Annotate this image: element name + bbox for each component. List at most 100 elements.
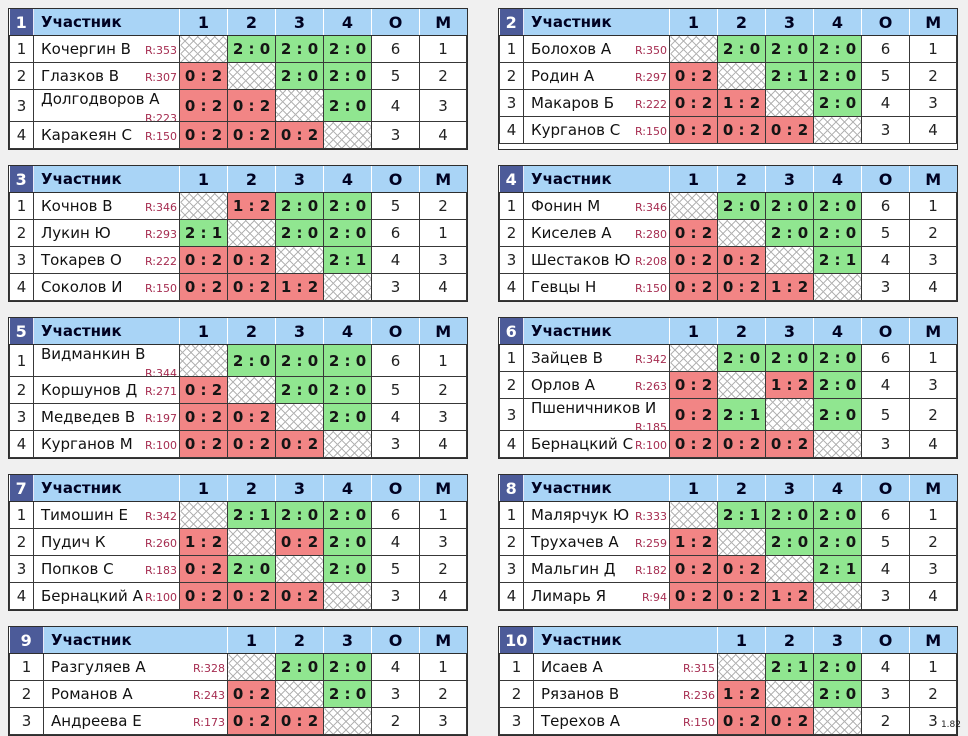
score-cell-loss[interactable]: 0 : 2 — [227, 680, 276, 708]
score-cell-loss[interactable]: 1 : 2 — [717, 680, 766, 708]
score-cell-loss[interactable]: 0 : 2 — [227, 89, 276, 122]
score-cell-win[interactable]: 2 : 0 — [765, 344, 814, 372]
score-cell-loss[interactable]: 1 : 2 — [765, 582, 814, 610]
score-cell-win[interactable]: 2 : 0 — [813, 89, 862, 117]
score-cell-loss[interactable]: 0 : 2 — [275, 707, 324, 735]
participant-name-cell[interactable]: Зайцев В R:342 — [523, 344, 670, 372]
participant-name-cell[interactable]: Каракеян С R:150 — [33, 121, 180, 149]
score-cell-win[interactable]: 2 : 0 — [227, 555, 276, 583]
participant-name-cell[interactable]: Бернацкий А R:100 — [33, 582, 180, 610]
score-cell-win[interactable]: 2 : 0 — [227, 344, 276, 377]
score-cell-loss[interactable]: 0 : 2 — [717, 555, 766, 583]
score-cell-loss[interactable]: 0 : 2 — [179, 430, 228, 458]
score-cell-loss[interactable]: 0 : 2 — [179, 403, 228, 431]
score-cell-win[interactable]: 2 : 0 — [275, 219, 324, 247]
score-cell-loss[interactable]: 0 : 2 — [179, 62, 228, 90]
score-cell-loss[interactable]: 0 : 2 — [669, 430, 718, 458]
participant-name-cell[interactable]: Шестаков Ю R:208 — [523, 246, 670, 274]
participant-name-cell[interactable]: Лимарь Я R:94 — [523, 582, 670, 610]
score-cell-loss[interactable]: 0 : 2 — [669, 116, 718, 144]
participant-name-cell[interactable]: Пшеничников И R:185 — [523, 398, 670, 431]
score-cell-loss[interactable]: 0 : 2 — [669, 398, 718, 431]
score-cell-win[interactable]: 2 : 0 — [275, 653, 324, 681]
participant-name-cell[interactable]: Курганов С R:150 — [523, 116, 670, 144]
score-cell-win[interactable]: 2 : 0 — [813, 219, 862, 247]
participant-name-cell[interactable]: Кочнов В R:346 — [33, 192, 180, 220]
score-cell-loss[interactable]: 0 : 2 — [717, 430, 766, 458]
score-cell-win[interactable]: 2 : 1 — [179, 219, 228, 247]
score-cell-loss[interactable]: 0 : 2 — [669, 371, 718, 399]
score-cell-win[interactable]: 2 : 1 — [813, 555, 862, 583]
participant-name-cell[interactable]: Разгуляев А R:328 — [43, 653, 228, 681]
score-cell-loss[interactable]: 0 : 2 — [179, 376, 228, 404]
participant-name-cell[interactable]: Родин А R:297 — [523, 62, 670, 90]
score-cell-loss[interactable]: 0 : 2 — [669, 246, 718, 274]
score-cell-win[interactable]: 2 : 0 — [323, 680, 372, 708]
score-cell-loss[interactable]: 0 : 2 — [275, 121, 324, 149]
participant-name-cell[interactable]: Рязанов В R:236 — [533, 680, 718, 708]
score-cell-win[interactable]: 2 : 1 — [227, 501, 276, 529]
score-cell-win[interactable]: 2 : 0 — [275, 192, 324, 220]
score-cell-win[interactable]: 2 : 0 — [813, 501, 862, 529]
score-cell-win[interactable]: 2 : 0 — [323, 219, 372, 247]
participant-name-cell[interactable]: Фонин М R:346 — [523, 192, 670, 220]
participant-name-cell[interactable]: Болохов А R:350 — [523, 35, 670, 63]
score-cell-loss[interactable]: 0 : 2 — [179, 121, 228, 149]
score-cell-loss[interactable]: 0 : 2 — [717, 116, 766, 144]
score-cell-win[interactable]: 2 : 0 — [813, 680, 862, 708]
score-cell-win[interactable]: 2 : 0 — [323, 192, 372, 220]
score-cell-loss[interactable]: 0 : 2 — [275, 430, 324, 458]
score-cell-win[interactable]: 2 : 0 — [765, 35, 814, 63]
score-cell-loss[interactable]: 0 : 2 — [227, 430, 276, 458]
score-cell-win[interactable]: 2 : 0 — [275, 376, 324, 404]
score-cell-win[interactable]: 2 : 0 — [275, 62, 324, 90]
score-cell-loss[interactable]: 0 : 2 — [179, 89, 228, 122]
score-cell-win[interactable]: 2 : 0 — [323, 528, 372, 556]
participant-name-cell[interactable]: Романов А R:243 — [43, 680, 228, 708]
score-cell-loss[interactable]: 1 : 2 — [669, 528, 718, 556]
score-cell-win[interactable]: 2 : 1 — [717, 501, 766, 529]
score-cell-loss[interactable]: 0 : 2 — [765, 430, 814, 458]
score-cell-win[interactable]: 2 : 0 — [717, 192, 766, 220]
score-cell-win[interactable]: 2 : 0 — [227, 35, 276, 63]
score-cell-loss[interactable]: 0 : 2 — [669, 273, 718, 301]
participant-name-cell[interactable]: Видманкин В R:344 — [33, 344, 180, 377]
score-cell-win[interactable]: 2 : 0 — [813, 62, 862, 90]
participant-name-cell[interactable]: Мальгин Д R:182 — [523, 555, 670, 583]
score-cell-loss[interactable]: 0 : 2 — [669, 582, 718, 610]
participant-name-cell[interactable]: Токарев О R:222 — [33, 246, 180, 274]
score-cell-loss[interactable]: 0 : 2 — [227, 582, 276, 610]
score-cell-loss[interactable]: 0 : 2 — [669, 89, 718, 117]
participant-name-cell[interactable]: Бернацкий С R:100 — [523, 430, 670, 458]
participant-name-cell[interactable]: Киселев А R:280 — [523, 219, 670, 247]
score-cell-win[interactable]: 2 : 0 — [813, 653, 862, 681]
score-cell-win[interactable]: 2 : 0 — [323, 89, 372, 122]
participant-name-cell[interactable]: Орлов А R:263 — [523, 371, 670, 399]
score-cell-win[interactable]: 2 : 0 — [765, 528, 814, 556]
score-cell-loss[interactable]: 0 : 2 — [227, 121, 276, 149]
score-cell-win[interactable]: 2 : 0 — [813, 371, 862, 399]
participant-name-cell[interactable]: Соколов И R:150 — [33, 273, 180, 301]
participant-name-cell[interactable]: Кочергин В R:353 — [33, 35, 180, 63]
score-cell-win[interactable]: 2 : 0 — [765, 219, 814, 247]
score-cell-loss[interactable]: 0 : 2 — [227, 403, 276, 431]
score-cell-loss[interactable]: 0 : 2 — [669, 62, 718, 90]
participant-name-cell[interactable]: Гевцы Н R:150 — [523, 273, 670, 301]
participant-name-cell[interactable]: Коршунов Д R:271 — [33, 376, 180, 404]
participant-name-cell[interactable]: Исаев А R:315 — [533, 653, 718, 681]
score-cell-loss[interactable]: 0 : 2 — [227, 707, 276, 735]
score-cell-win[interactable]: 2 : 0 — [765, 192, 814, 220]
participant-name-cell[interactable]: Пудич К R:260 — [33, 528, 180, 556]
participant-name-cell[interactable]: Глазков В R:307 — [33, 62, 180, 90]
score-cell-loss[interactable]: 0 : 2 — [179, 555, 228, 583]
score-cell-loss[interactable]: 0 : 2 — [717, 707, 766, 735]
score-cell-loss[interactable]: 0 : 2 — [669, 219, 718, 247]
score-cell-loss[interactable]: 1 : 2 — [765, 273, 814, 301]
participant-name-cell[interactable]: Тимошин Е R:342 — [33, 501, 180, 529]
score-cell-win[interactable]: 2 : 0 — [323, 376, 372, 404]
score-cell-win[interactable]: 2 : 0 — [813, 398, 862, 431]
score-cell-loss[interactable]: 1 : 2 — [717, 89, 766, 117]
score-cell-loss[interactable]: 0 : 2 — [275, 582, 324, 610]
score-cell-win[interactable]: 2 : 1 — [323, 246, 372, 274]
score-cell-win[interactable]: 2 : 0 — [765, 501, 814, 529]
